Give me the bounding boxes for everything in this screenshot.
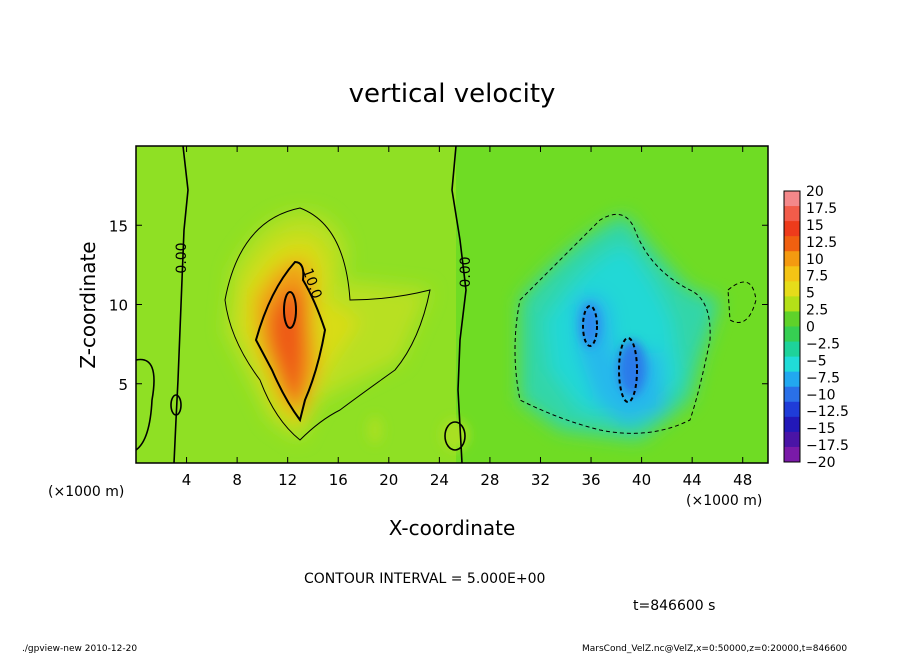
- x-unit-right: (×1000 m): [686, 493, 762, 509]
- colorbar-swatch: [784, 341, 800, 358]
- colorbar-label: 20: [806, 184, 824, 200]
- colorbar-swatch: [784, 431, 800, 448]
- x-axis-title: X-coordinate: [389, 516, 516, 540]
- colorbar-swatch: [784, 191, 800, 207]
- colorbar-swatch: [784, 446, 800, 463]
- colorbar-frame: [783, 190, 801, 463]
- colorbar-label: −2.5: [806, 336, 840, 352]
- x-tick-label: 28: [480, 471, 499, 489]
- colorbar-swatch: [784, 296, 800, 312]
- y-tick-label: 10: [109, 297, 128, 315]
- x-tick-label: 12: [278, 471, 297, 489]
- colorbar-label: 7.5: [806, 269, 828, 285]
- footer-right: MarsCond_VelZ.nc@VelZ,x=0:50000,z=0:2000…: [582, 644, 847, 654]
- colorbar-swatch: [784, 386, 800, 403]
- x-tick-label: 36: [581, 471, 600, 489]
- colorbar-swatch: [784, 401, 800, 418]
- colorbar-swatch: [784, 266, 800, 282]
- x-tick-label: 40: [632, 471, 651, 489]
- colorbar-label: −12.5: [806, 404, 849, 420]
- contour-interval-text: CONTOUR INTERVAL = 5.000E+00: [304, 571, 545, 587]
- x-axis: 4 8 12 16 20 24 28 32 36 40 44 48: [182, 146, 752, 489]
- footer-left: ./gpview-new 2010-12-20: [22, 644, 137, 654]
- y-tick-label: 15: [109, 217, 128, 235]
- x-tick-label: 44: [683, 471, 702, 489]
- colorbar-swatch: [784, 416, 800, 433]
- x-tick-label: 4: [182, 471, 192, 489]
- colorbar-swatch: [784, 236, 800, 252]
- x-unit-left: (×1000 m): [48, 484, 124, 500]
- colorbar-label: −20: [806, 455, 836, 471]
- x-tick-label: 16: [329, 471, 348, 489]
- colorbar-label: 12.5: [806, 235, 837, 251]
- colorbar-swatch: [784, 206, 800, 222]
- colorbar-swatch: [784, 326, 800, 343]
- colorbar-label: 10: [806, 252, 824, 268]
- colorbar-swatch: [784, 221, 800, 237]
- y-tick-label: 5: [118, 376, 128, 394]
- y-axis-title: Z-coordinate: [76, 241, 100, 368]
- contour-label-zero-left: 0.00: [174, 242, 190, 273]
- colorbar-label: −17.5: [806, 438, 849, 454]
- colorbar-label: 2.5: [806, 303, 828, 319]
- colorbar-label: 5: [806, 286, 815, 302]
- x-tick-label: 48: [733, 471, 752, 489]
- colorbar-label: −10: [806, 387, 836, 403]
- colorbar-label: −7.5: [806, 370, 840, 386]
- y-axis: 5 10 15: [109, 217, 768, 394]
- time-text: t=846600 s: [633, 598, 715, 614]
- colorbar-swatch: [784, 371, 800, 388]
- x-tick-label: 20: [379, 471, 398, 489]
- colorbar: 2017.51512.5107.552.50−2.5−5−7.5−10−12.5…: [783, 184, 849, 471]
- x-tick-label: 24: [430, 471, 449, 489]
- colorbar-swatch: [784, 281, 800, 297]
- colorbar-label: −15: [806, 421, 836, 437]
- colorbar-label: 15: [806, 218, 824, 234]
- colorbar-label: −5: [806, 353, 827, 369]
- colorbar-swatch: [784, 356, 800, 373]
- contour-lines: [136, 146, 757, 463]
- x-tick-label: 8: [232, 471, 242, 489]
- x-tick-label: 32: [531, 471, 550, 489]
- colorbar-label: 17.5: [806, 201, 837, 217]
- chart-title: vertical velocity: [349, 79, 556, 109]
- colorbar-swatch: [784, 251, 800, 267]
- contour-label-zero-mid: 0.00: [458, 256, 474, 287]
- colorbar-label: 0: [806, 320, 815, 336]
- colorbar-swatch: [784, 311, 800, 327]
